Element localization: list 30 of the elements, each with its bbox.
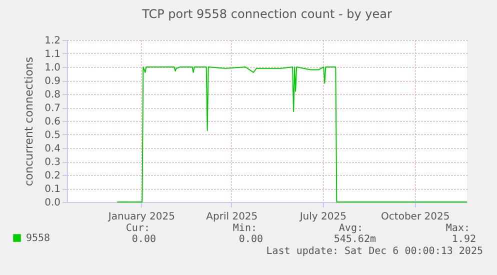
line-series	[116, 66, 468, 202]
y-tick-label: 0.7	[44, 103, 60, 114]
text: 1.92	[452, 234, 476, 245]
x-tick-label: January 2025	[107, 212, 175, 222]
text: Cur:	[126, 223, 150, 234]
y-tick-label: 0.4	[44, 144, 60, 154]
y-tick-label: 0.6	[44, 116, 60, 128]
text: Last update: Sat Dec 6 00:00:13 2025	[266, 246, 483, 257]
x-tick-label: July 2025	[298, 212, 346, 222]
y-tick-label: 0.9	[44, 76, 60, 87]
x-tick-label: October 2025	[381, 212, 450, 222]
y-tick-label: 1.2	[44, 36, 60, 46]
y-tick-label: 0.0	[44, 198, 60, 208]
y-tick-label: 0.3	[44, 157, 60, 168]
y-tick-label: 0.8	[44, 90, 60, 100]
x-tick-label: April 2025	[206, 212, 258, 222]
y-tick-label: 1.0	[44, 62, 60, 74]
text: Max:	[446, 223, 470, 234]
text: 0.00	[238, 234, 263, 245]
text: Avg:	[338, 223, 363, 234]
y-tick-label: 0.1	[44, 184, 60, 195]
chart-title: TCP port 9558 connection count - by year	[141, 7, 392, 21]
y-tick-label: 1.1	[44, 49, 60, 60]
y-tick-label: 0.5	[44, 130, 60, 141]
text: 545.62m	[334, 234, 376, 245]
y-tick-label: 0.2	[44, 170, 60, 182]
text: 0.00	[132, 234, 156, 245]
y-axis-title: concurrent connections	[22, 56, 36, 186]
legend-label: 9558	[26, 233, 50, 244]
text: Min:	[232, 223, 257, 234]
